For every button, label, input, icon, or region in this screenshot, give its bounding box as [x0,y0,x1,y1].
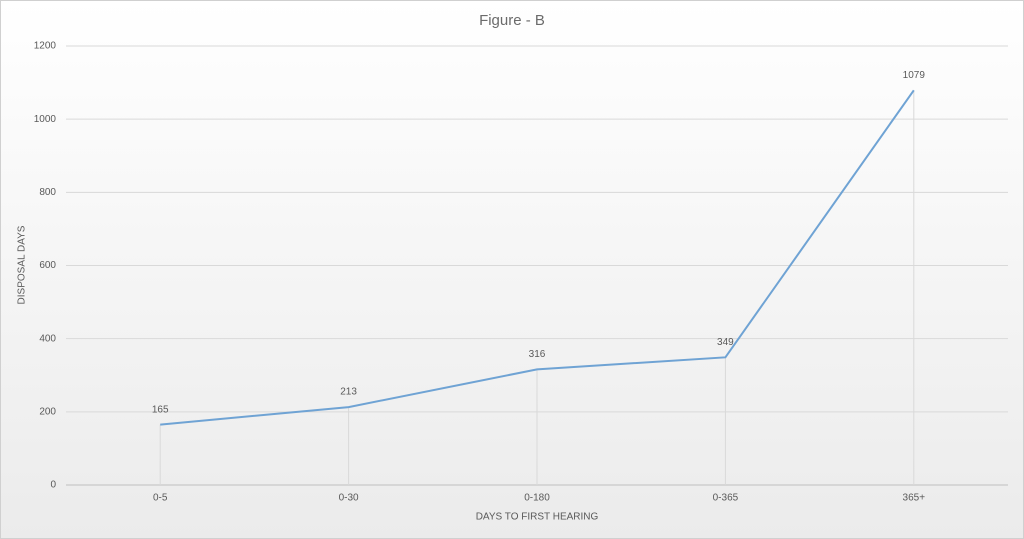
y-axis-title: DISPOSAL DAYS [17,225,28,304]
x-tick-label: 0-180 [524,493,550,504]
line [160,89,915,426]
data-label: 213 [340,387,357,398]
y-tick-label: 600 [39,260,56,271]
y-tick-label: 1200 [34,41,57,52]
x-tick-label: 365+ [903,493,926,504]
data-label: 1079 [903,70,926,81]
y-tick-label: 0 [50,480,56,491]
y-tick-label: 1000 [34,114,57,125]
chart-title: Figure - B [479,12,545,29]
data-label: 349 [717,337,734,348]
x-tick-label: 0-365 [713,493,739,504]
y-tick-label: 400 [39,333,56,344]
data-label: 165 [152,404,169,415]
x-tick-label: 0-30 [339,493,359,504]
x-axis-title: DAYS TO FIRST HEARING [476,512,599,523]
y-tick-label: 800 [39,187,56,198]
x-tick-label: 0-5 [153,493,168,504]
data-label: 316 [529,349,546,360]
y-tick-label: 200 [39,406,56,417]
